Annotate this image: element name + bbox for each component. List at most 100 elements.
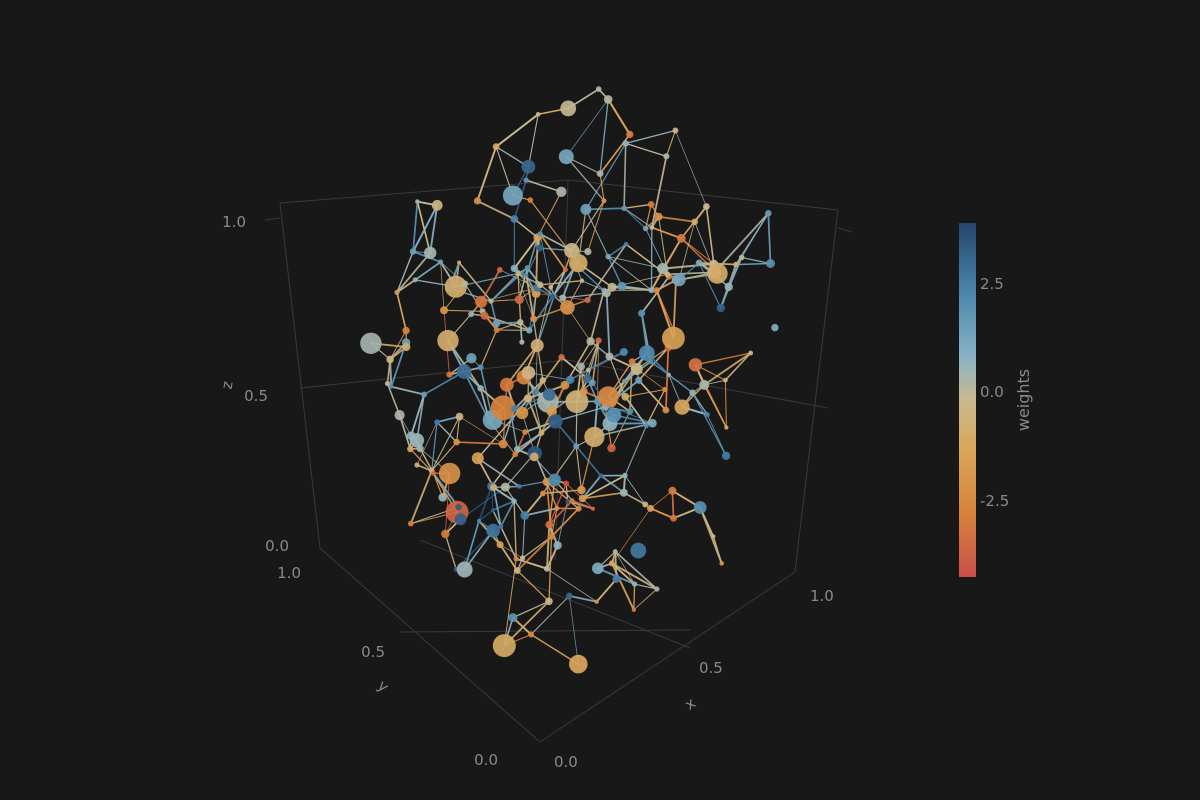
network-node [607,443,616,453]
network-node [493,327,500,333]
network-node [516,406,529,420]
network-node [510,215,519,223]
network-edge [581,491,625,500]
network-edge [396,278,417,294]
network-edge [431,441,458,472]
network-node [492,143,500,151]
network-node [538,429,545,436]
network-node [654,586,660,592]
network-edge [535,356,563,393]
network-node [648,287,655,294]
network-edge [595,578,618,603]
network-node [584,248,592,256]
network-edge [511,418,518,450]
network-node [389,384,394,389]
back-wall-mid-left [299,359,829,409]
network-node [612,574,621,584]
network-node [598,473,604,479]
network-node [562,267,568,273]
network-edge [565,156,605,202]
network-node [438,493,448,502]
network-node [524,265,531,271]
network-node [648,418,657,428]
network-node [723,377,728,383]
network-node [733,261,739,268]
colorbar-scale [959,223,976,577]
network-node [457,260,462,265]
network-edge [671,489,675,520]
network-edge [698,262,722,309]
network-node [560,380,570,390]
network-edge [539,233,552,288]
network-edge [386,358,391,385]
network-edge [657,215,696,223]
network-edge [599,98,609,175]
network-node [657,263,669,275]
network-node [360,332,382,354]
network-node [622,140,629,147]
network-node [642,225,649,232]
network-node [724,425,729,430]
network-edge [493,486,502,527]
network-edge [582,475,602,499]
network-node [490,395,516,421]
back-wall-right-edge [794,209,839,573]
network-node [526,327,533,334]
network-edge [735,263,771,265]
network-node [591,506,595,511]
network-edge [699,506,723,565]
network-node [486,523,501,538]
network-node [622,378,627,384]
network-node [540,490,546,497]
network-node [573,443,580,450]
network-node [575,505,582,512]
network-node [565,375,575,384]
network-edge [591,339,600,384]
network-edge [599,474,625,494]
network-edge [705,205,715,265]
network-node [480,311,489,320]
network-node [711,534,716,539]
network-edge [476,199,516,220]
network-node [608,560,615,567]
network-node [654,212,663,221]
network-edge [516,535,553,572]
network-node [386,355,394,364]
floor-grid-2 [419,539,691,649]
network-node [468,311,475,318]
network-node [631,607,636,612]
network-edge [496,321,521,331]
network-node [546,406,557,417]
network-node [771,323,779,332]
network-node [477,364,484,371]
network-edge [550,269,566,288]
network-node [548,284,554,290]
network-edge [516,432,543,450]
network-node [519,339,525,345]
network-edge [396,291,407,332]
network-node [619,348,628,356]
network-node [738,254,745,261]
network-edge [741,256,772,265]
network-edge [390,385,426,396]
network-node [441,529,450,539]
network-edge [525,179,563,193]
network-edge [548,479,556,526]
network-node [530,339,544,352]
network-edge [607,98,631,136]
network-node [608,399,617,408]
network-edge [523,492,544,517]
network-edge [459,416,504,445]
network-edge [568,595,579,665]
network-node [496,266,503,273]
network-node [631,581,638,587]
network-node [603,95,613,104]
network-node [492,319,501,328]
network-node [509,416,515,422]
network-node [643,423,649,429]
network-node [402,326,410,335]
network-node [589,379,596,387]
network-edge [539,233,567,271]
network-node [394,289,400,295]
network-node [434,419,440,425]
